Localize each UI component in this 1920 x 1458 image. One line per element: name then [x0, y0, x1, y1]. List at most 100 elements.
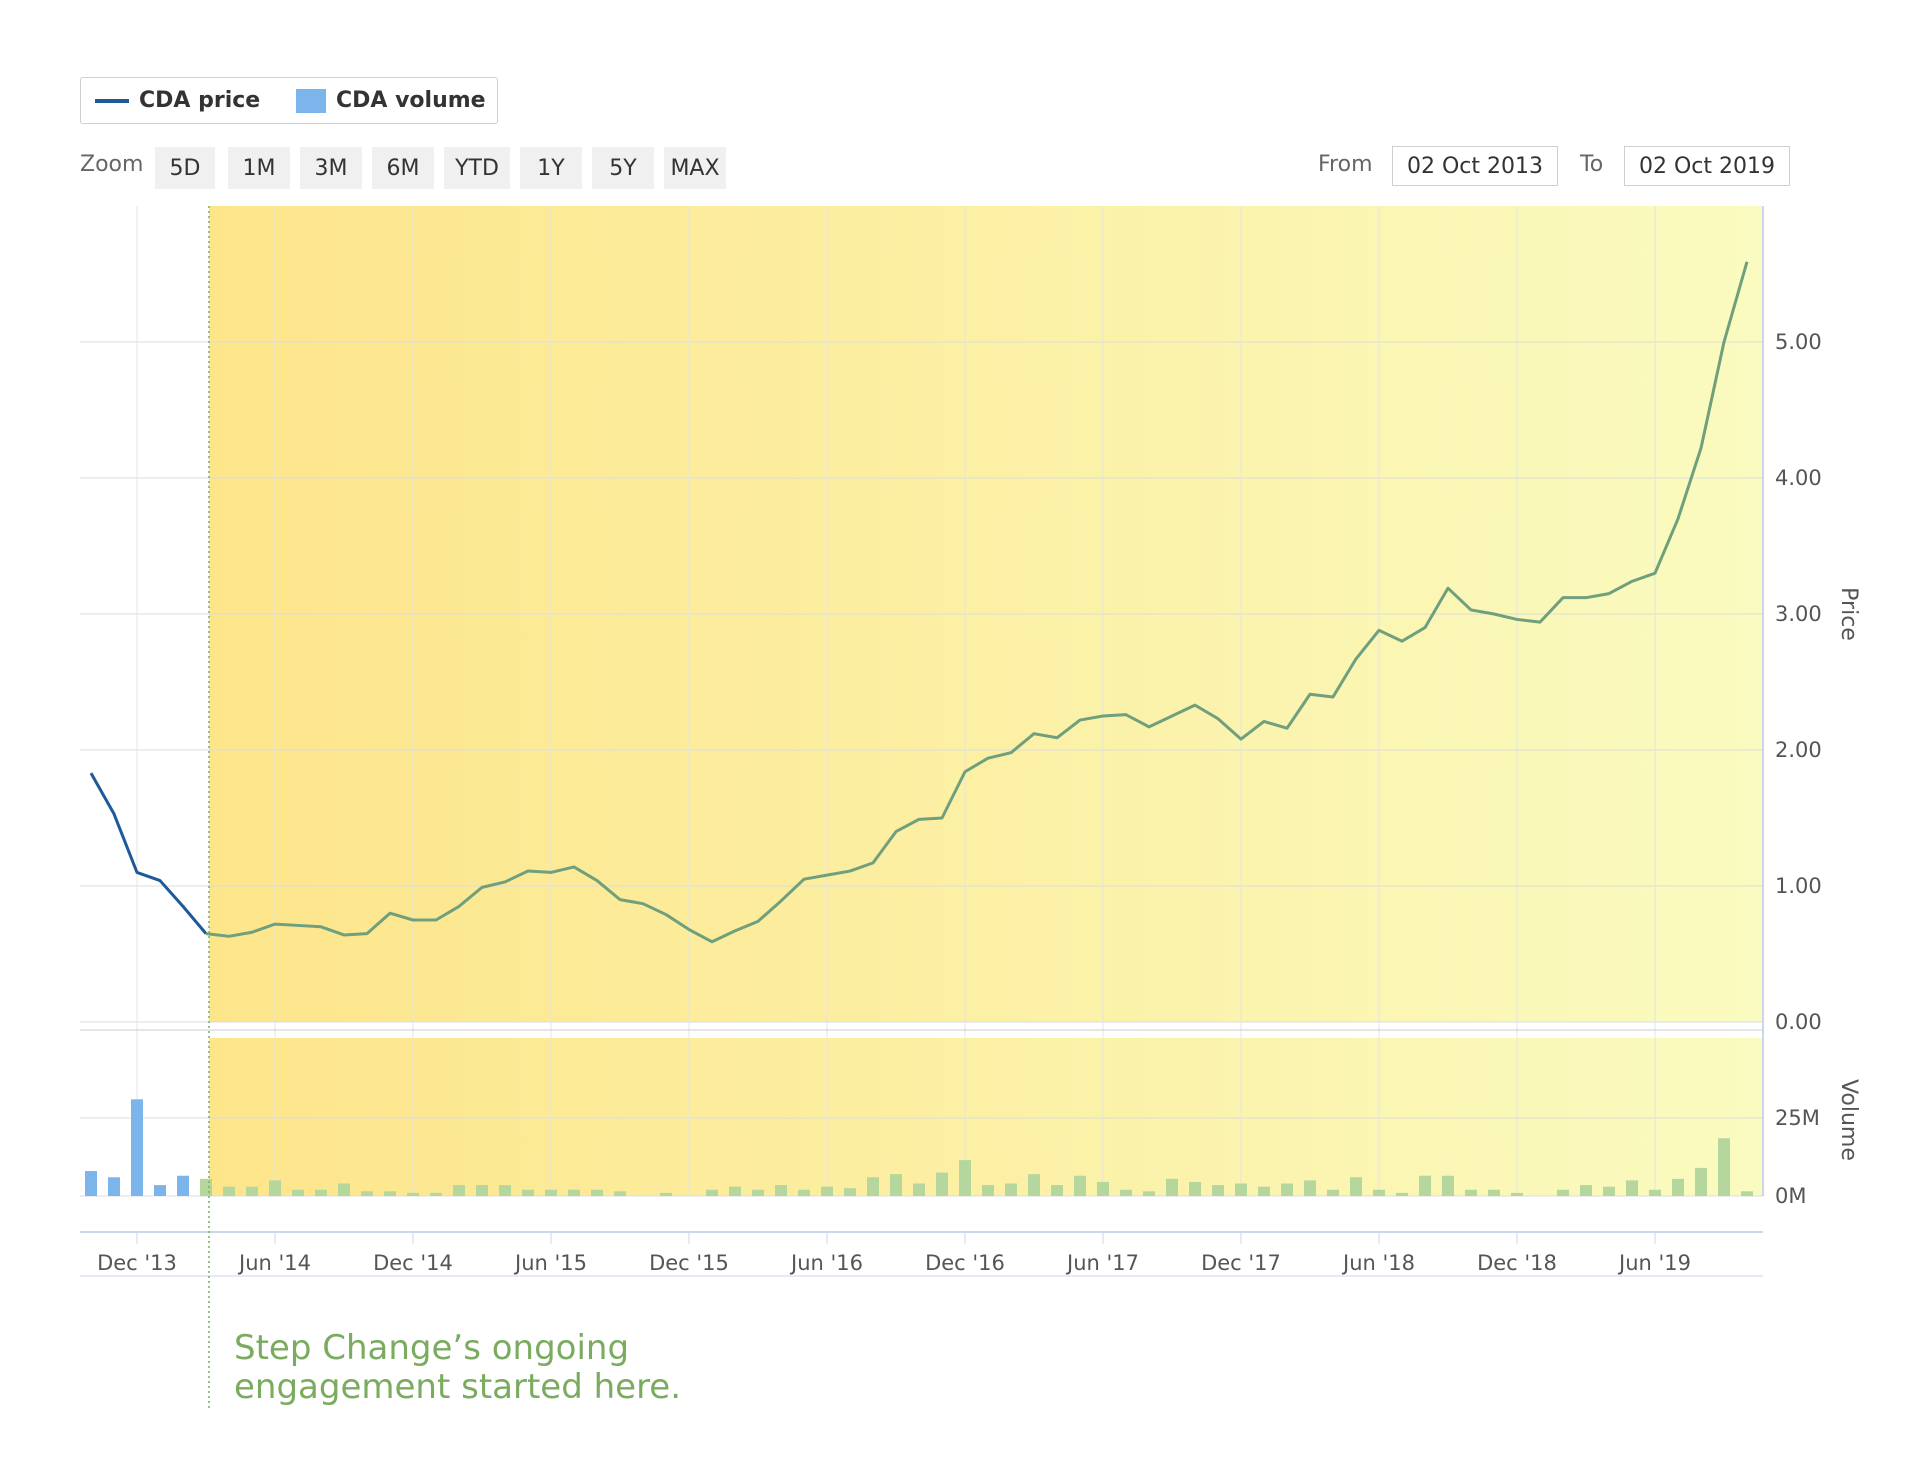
price-tick-label: 5.00 [1775, 330, 1822, 354]
x-tick-label: Dec '17 [1201, 1251, 1281, 1275]
volume-bar [154, 1185, 166, 1196]
price-point [1332, 695, 1335, 698]
price-line-before-engagement [89, 772, 208, 935]
price-point [366, 932, 369, 935]
price-point [1677, 517, 1680, 520]
volume-bar [200, 1178, 212, 1196]
price-point [734, 929, 737, 932]
volume-bar [338, 1183, 350, 1196]
zoom-1y-button[interactable]: 1Y [520, 147, 582, 189]
volume-bar [1649, 1189, 1661, 1196]
price-point [619, 898, 622, 901]
volume-bar [1281, 1183, 1293, 1196]
volume-bar [936, 1172, 948, 1196]
volume-bar [1120, 1189, 1132, 1196]
x-tick-label: Jun '15 [513, 1251, 587, 1275]
volume-bar [1327, 1189, 1339, 1196]
price-line-after-engagement [205, 261, 1749, 944]
volume-bar [1419, 1175, 1431, 1196]
price-point [1723, 341, 1726, 344]
price-tick-label: 2.00 [1775, 738, 1822, 762]
price-point [274, 923, 277, 926]
price-point [849, 870, 852, 873]
zoom-ytd-button[interactable]: YTD [444, 147, 510, 189]
price-point [964, 770, 967, 773]
volume-bar [591, 1189, 603, 1196]
x-tick-label: Dec '14 [373, 1251, 453, 1275]
x-tick-label: Jun '17 [1065, 1251, 1139, 1275]
price-point [1010, 751, 1013, 754]
volume-bar [384, 1191, 396, 1196]
volume-bar [1718, 1138, 1730, 1196]
price-point [1056, 736, 1059, 739]
axes [80, 206, 1764, 1277]
price-point [1286, 727, 1289, 730]
x-tick-label: Jun '14 [237, 1251, 311, 1275]
price-point [297, 924, 300, 927]
price-point [389, 912, 392, 915]
range-from-input[interactable] [1392, 146, 1558, 186]
legend-item-price[interactable]: CDA price [95, 78, 260, 123]
zoom-max-button[interactable]: MAX [664, 147, 726, 189]
price-point [596, 879, 599, 882]
volume-bar [959, 1160, 971, 1196]
volume-bar [108, 1177, 120, 1196]
price-point [1171, 715, 1174, 718]
volume-bar [1626, 1180, 1638, 1196]
price-point [1033, 732, 1036, 735]
zoom-label: Zoom [80, 152, 144, 177]
range-to-input[interactable] [1624, 146, 1790, 186]
volume-bar [1051, 1185, 1063, 1196]
volume-bar [1511, 1192, 1523, 1196]
engagement-highlight-volume [209, 1038, 1763, 1196]
volume-bar [1166, 1178, 1178, 1196]
price-point [1217, 717, 1220, 720]
annotation-line-2: engagement started here. [234, 1367, 682, 1407]
volume-bar [1442, 1175, 1454, 1196]
price-point [1539, 621, 1542, 624]
price-series [89, 260, 1749, 944]
x-tick-label: Dec '18 [1477, 1251, 1557, 1275]
zoom-5y-button[interactable]: 5Y [592, 147, 654, 189]
price-point [159, 879, 162, 882]
price-point [228, 935, 231, 938]
volume-bar [844, 1188, 856, 1196]
volume-bar [1258, 1186, 1270, 1196]
zoom-1m-button[interactable]: 1M [228, 147, 290, 189]
volume-bar [752, 1189, 764, 1196]
volume-bar [614, 1191, 626, 1196]
price-point [1309, 693, 1312, 696]
range-from-label: From [1318, 152, 1373, 177]
volume-bar [522, 1189, 534, 1196]
price-point [1447, 587, 1450, 590]
legend-item-volume[interactable]: CDA volume [296, 78, 486, 123]
x-tick-label: Jun '18 [1341, 1251, 1415, 1275]
price-point [550, 871, 553, 874]
price-point [1194, 704, 1197, 707]
volume-tick-label: 25M [1775, 1106, 1820, 1130]
volume-bar [246, 1186, 258, 1196]
volume-bar [867, 1177, 879, 1196]
price-point [182, 905, 185, 908]
price-point [780, 899, 783, 902]
price-tick-label: 3.00 [1775, 602, 1822, 626]
price-point [1493, 613, 1496, 616]
price-point [320, 925, 323, 928]
zoom-3m-button[interactable]: 3M [300, 147, 362, 189]
price-point [1746, 260, 1749, 263]
x-tick-label: Dec '16 [925, 1251, 1005, 1275]
price-point [458, 905, 461, 908]
volume-bar [1189, 1181, 1201, 1196]
zoom-6m-button[interactable]: 6M [372, 147, 434, 189]
price-point [90, 772, 93, 775]
price-point [1700, 447, 1703, 450]
volume-bar [1465, 1189, 1477, 1196]
price-point [1378, 629, 1381, 632]
x-tick-label: Dec '15 [649, 1251, 729, 1275]
volume-bar [821, 1186, 833, 1196]
price-tick-label: 1.00 [1775, 874, 1822, 898]
zoom-5d-button[interactable]: 5D [155, 147, 215, 189]
volume-bar [1304, 1180, 1316, 1196]
range-to-label: To [1580, 152, 1604, 177]
volume-bar [1603, 1186, 1615, 1196]
